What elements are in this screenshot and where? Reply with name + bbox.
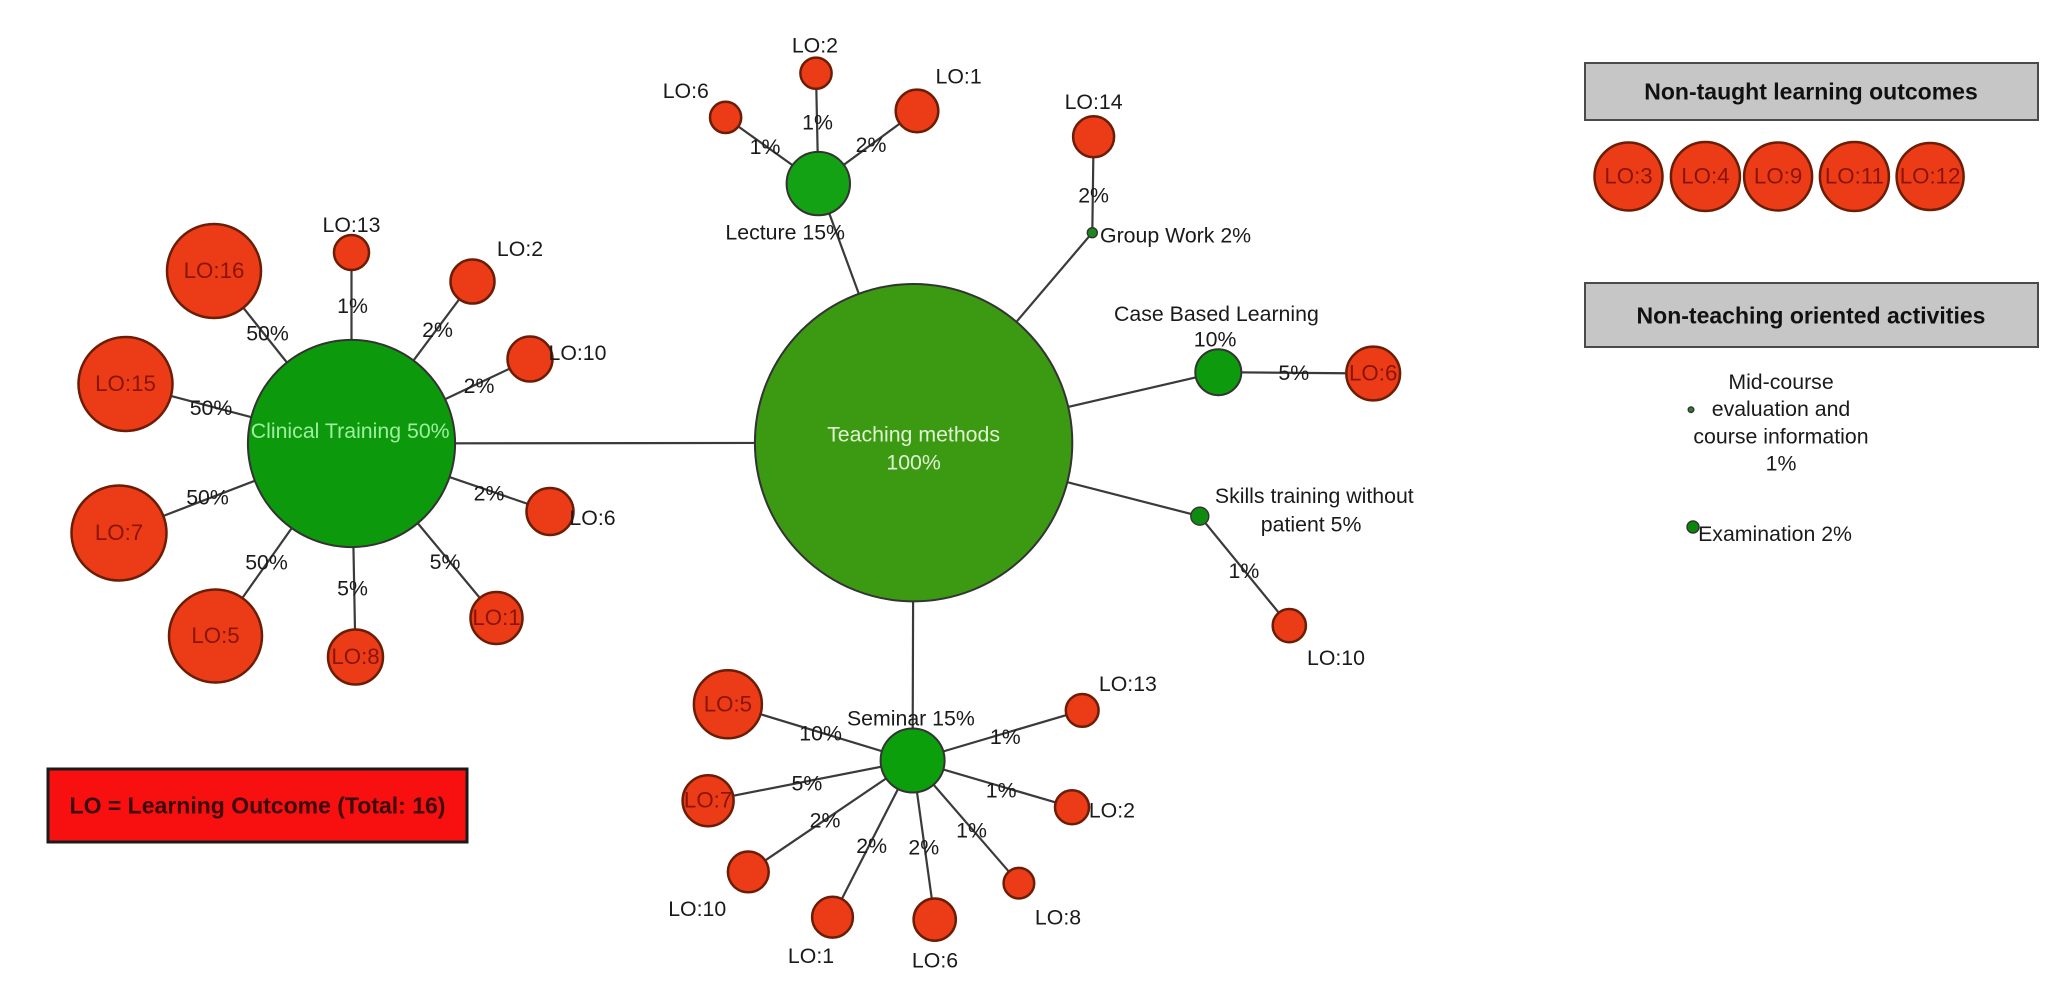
svg-text:patient 5%: patient 5%: [1261, 513, 1362, 537]
svg-text:Mid-course: Mid-course: [1728, 370, 1833, 394]
svg-text:LO:13: LO:13: [1099, 672, 1157, 696]
svg-text:10%: 10%: [799, 722, 842, 746]
svg-text:LO:7: LO:7: [684, 788, 732, 813]
svg-text:LO:1: LO:1: [472, 605, 520, 630]
svg-text:Examination 2%: Examination 2%: [1698, 522, 1852, 546]
svg-text:LO:6: LO:6: [569, 506, 615, 530]
svg-text:LO:2: LO:2: [1089, 799, 1135, 823]
svg-text:1%: 1%: [1766, 452, 1797, 476]
svg-text:2%: 2%: [464, 374, 495, 398]
svg-text:1%: 1%: [802, 110, 833, 134]
svg-text:LO:1: LO:1: [936, 65, 982, 89]
svg-text:2%: 2%: [1078, 183, 1109, 207]
svg-text:Seminar 15%: Seminar 15%: [847, 707, 975, 731]
svg-text:1%: 1%: [986, 779, 1017, 803]
svg-text:2%: 2%: [856, 133, 887, 157]
svg-text:LO:6: LO:6: [663, 79, 709, 103]
svg-text:LO:10: LO:10: [668, 897, 726, 921]
svg-text:LO:1: LO:1: [788, 944, 834, 968]
svg-text:LO:5: LO:5: [191, 623, 239, 648]
svg-text:5%: 5%: [1278, 361, 1309, 385]
svg-text:50%: 50%: [245, 551, 288, 575]
svg-text:LO:5: LO:5: [704, 691, 752, 716]
svg-text:LO = Learning Outcome (Total:: LO = Learning Outcome (Total: 16): [70, 793, 446, 819]
svg-text:LO:2: LO:2: [497, 237, 543, 261]
svg-text:LO:8: LO:8: [331, 644, 379, 669]
svg-text:Lecture 15%: Lecture 15%: [725, 221, 845, 245]
svg-text:2%: 2%: [856, 834, 887, 858]
svg-text:50%: 50%: [246, 322, 289, 346]
svg-text:1%: 1%: [750, 135, 781, 159]
svg-text:Non-teaching oriented activiti: Non-teaching oriented activities: [1637, 302, 1986, 328]
svg-text:LO:10: LO:10: [548, 341, 606, 365]
svg-text:100%: 100%: [886, 450, 941, 474]
svg-text:10%: 10%: [1194, 328, 1237, 352]
svg-text:2%: 2%: [810, 808, 841, 832]
svg-text:LO:16: LO:16: [184, 258, 245, 283]
svg-text:Case Based Learning: Case Based Learning: [1114, 302, 1319, 326]
svg-text:1%: 1%: [1229, 559, 1260, 583]
svg-text:1%: 1%: [956, 818, 987, 842]
svg-text:1%: 1%: [990, 725, 1021, 749]
svg-text:LO:9: LO:9: [1754, 164, 1802, 189]
svg-text:50%: 50%: [186, 486, 229, 510]
svg-text:2%: 2%: [908, 836, 939, 860]
svg-text:LO:10: LO:10: [1307, 646, 1365, 670]
svg-text:2%: 2%: [422, 318, 453, 342]
svg-text:LO:13: LO:13: [322, 213, 380, 237]
svg-text:Teaching methods: Teaching methods: [827, 422, 1000, 446]
svg-text:Group Work 2%: Group Work 2%: [1100, 223, 1251, 247]
svg-text:1%: 1%: [337, 294, 368, 318]
svg-text:5%: 5%: [430, 550, 461, 574]
svg-text:Skills training without: Skills training without: [1215, 484, 1414, 508]
svg-text:LO:7: LO:7: [95, 520, 143, 545]
svg-text:LO:4: LO:4: [1681, 164, 1729, 189]
svg-text:LO:15: LO:15: [95, 371, 156, 396]
svg-text:LO:3: LO:3: [1604, 164, 1652, 189]
svg-text:LO:14: LO:14: [1065, 90, 1123, 114]
svg-text:LO:12: LO:12: [1900, 164, 1961, 189]
svg-text:5%: 5%: [337, 577, 368, 601]
svg-text:Non-taught learning outcomes: Non-taught learning outcomes: [1644, 79, 1978, 105]
svg-text:LO:2: LO:2: [792, 34, 838, 58]
svg-text:Clinical Training 50%: Clinical Training 50%: [251, 419, 450, 443]
svg-text:evaluation and: evaluation and: [1712, 397, 1851, 421]
svg-text:course information: course information: [1693, 424, 1868, 448]
svg-text:LO:8: LO:8: [1035, 906, 1081, 930]
svg-text:LO:6: LO:6: [1349, 361, 1397, 386]
svg-text:50%: 50%: [190, 396, 233, 420]
svg-text:LO:6: LO:6: [912, 949, 958, 973]
svg-text:5%: 5%: [792, 772, 823, 796]
svg-text:2%: 2%: [474, 482, 505, 506]
svg-text:LO:11: LO:11: [1825, 164, 1884, 189]
